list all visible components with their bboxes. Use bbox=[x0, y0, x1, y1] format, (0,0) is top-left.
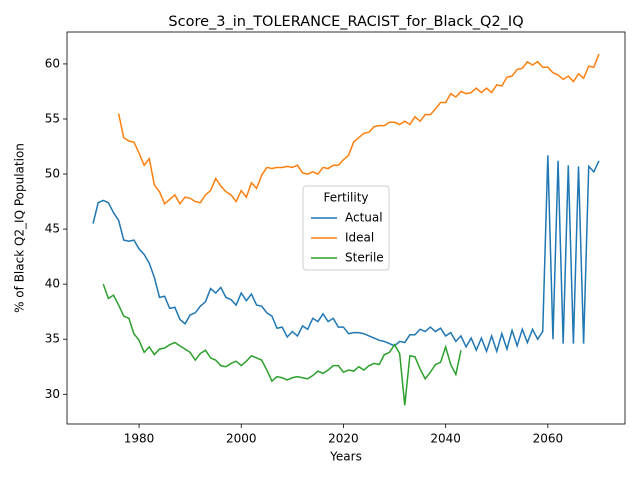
legend-box bbox=[302, 185, 390, 271]
plot-frame bbox=[66, 31, 626, 425]
legend-title: Fertility bbox=[323, 191, 368, 205]
x-tick-label: 2000 bbox=[226, 432, 257, 446]
legend-label: Sterile bbox=[345, 251, 384, 265]
x-tick-label: 2040 bbox=[430, 432, 461, 446]
y-tick-label: 30 bbox=[45, 387, 60, 401]
chart-title: Score_3_in_TOLERANCE_RACIST_for_Black_Q2… bbox=[168, 14, 523, 30]
x-tick-label: 2060 bbox=[533, 432, 564, 446]
legend-label: Actual bbox=[345, 211, 383, 225]
legend-label: Ideal bbox=[345, 231, 374, 245]
y-axis-label: % of Black Q2_IQ Population bbox=[13, 143, 27, 313]
legend: Fertility Actual Ideal Sterile bbox=[302, 185, 390, 271]
y-tick-label: 35 bbox=[45, 332, 60, 346]
series-line bbox=[92, 155, 600, 354]
y-tick-label: 60 bbox=[45, 56, 60, 70]
y-tick-label: 45 bbox=[45, 222, 60, 236]
y-tick-label: 50 bbox=[45, 167, 60, 181]
series-line bbox=[102, 283, 462, 406]
x-tick-label: 2020 bbox=[328, 432, 359, 446]
x-axis-label: Years bbox=[329, 450, 362, 464]
y-tick-label: 55 bbox=[45, 111, 60, 125]
y-tick-label: 40 bbox=[45, 277, 60, 291]
series-line bbox=[117, 53, 600, 206]
x-tick-label: 1980 bbox=[124, 432, 155, 446]
